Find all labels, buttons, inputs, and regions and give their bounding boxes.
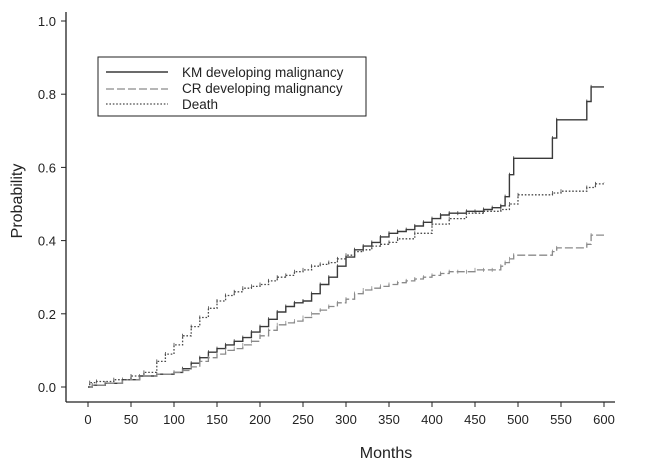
y-axis-title: Probability <box>9 164 26 239</box>
y-tick-label: 0.0 <box>38 380 56 395</box>
x-tick-label: 600 <box>593 412 615 427</box>
x-tick-label: 400 <box>421 412 443 427</box>
y-tick-label: 0.8 <box>38 87 56 102</box>
x-tick-label: 200 <box>249 412 271 427</box>
y-tick-label: 0.2 <box>38 307 56 322</box>
x-tick-label: 0 <box>84 412 91 427</box>
axes: 0 50 100 150 200 250 300 350 400 450 500 550 600 0.0 0… <box>38 12 615 427</box>
y-tick-label: 1.0 <box>38 14 56 29</box>
x-axis-title: Months <box>360 445 412 462</box>
y-tick-label: 0.4 <box>38 234 56 249</box>
x-tick-label: 300 <box>335 412 357 427</box>
legend: KM developing malignancy CR developing m… <box>97 56 367 117</box>
x-tick-label: 50 <box>124 412 138 427</box>
x-tick-label: 550 <box>550 412 572 427</box>
series-layer <box>88 84 605 388</box>
series-line-death <box>88 182 605 388</box>
series-line-km-developing-malignancy <box>88 86 604 388</box>
x-tick-label: 350 <box>378 412 400 427</box>
x-tick-label: 500 <box>507 412 529 427</box>
legend-label-km: KM developing malignancy <box>182 65 344 80</box>
legend-label-cr: CR developing malignancy <box>182 81 343 96</box>
x-tick-label: 150 <box>206 412 228 427</box>
legend-label-death: Death <box>182 97 218 112</box>
y-tick-label: 0.6 <box>38 160 56 175</box>
x-tick-label: 100 <box>163 412 185 427</box>
legend-box <box>97 56 367 117</box>
x-tick-label: 250 <box>292 412 314 427</box>
x-tick-label: 450 <box>464 412 486 427</box>
